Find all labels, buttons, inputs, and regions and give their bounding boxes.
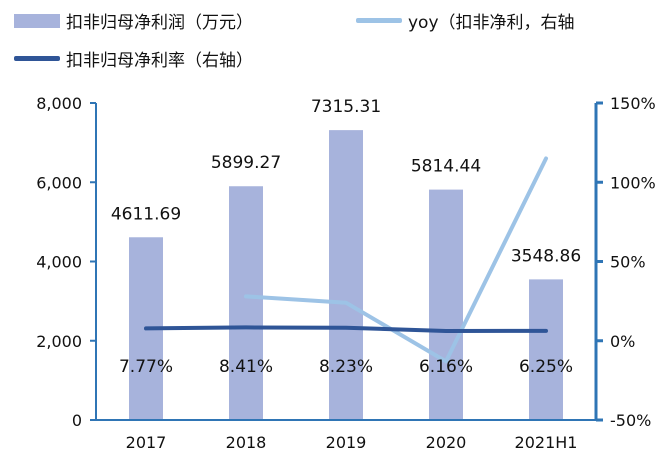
bar-value-label-2019: 7315.31 bbox=[311, 97, 381, 117]
legend-swatch-yoy bbox=[356, 18, 402, 23]
legend-swatch-margin bbox=[14, 56, 60, 61]
bar-value-label-2017: 4611.69 bbox=[111, 204, 181, 224]
legend-item-profit: 扣非归母净利润（万元） bbox=[14, 8, 253, 33]
left-axis-tick-label: 0 bbox=[72, 411, 82, 430]
x-axis-tick-label: 2019 bbox=[326, 433, 367, 452]
legend-label-profit: 扣非归母净利润（万元） bbox=[66, 13, 253, 33]
right-axis-tick-label: 150% bbox=[610, 94, 656, 113]
x-axis-tick-label: 2021H1 bbox=[515, 433, 578, 452]
right-axis-tick-label: -50% bbox=[610, 411, 651, 430]
margin-value-label-2021H1: 6.25% bbox=[519, 357, 573, 377]
yoy-line bbox=[244, 156, 548, 364]
legend-item-yoy: yoy（扣非净利，右轴 bbox=[356, 8, 575, 33]
margin-value-label-2017: 7.77% bbox=[119, 357, 173, 377]
legend-swatch-profit bbox=[14, 13, 60, 28]
left-axis-tick-label: 6,000 bbox=[36, 173, 82, 192]
bar-2018 bbox=[229, 186, 263, 420]
left-axis-tick-label: 4,000 bbox=[36, 253, 82, 272]
legend-item-margin: 扣非归母净利率（右轴） bbox=[14, 46, 253, 71]
right-axis-tick-label: 100% bbox=[610, 173, 656, 192]
bar-value-label-2018: 5899.27 bbox=[211, 153, 281, 173]
margin-value-label-2020: 6.16% bbox=[419, 357, 473, 377]
bar-2019 bbox=[329, 130, 363, 420]
legend-label-margin: 扣非归母净利率（右轴） bbox=[66, 51, 253, 71]
legend-label-yoy: yoy（扣非净利，右轴 bbox=[408, 13, 575, 33]
right-axis-tick-label: 0% bbox=[610, 332, 635, 351]
x-axis-tick-label: 2020 bbox=[426, 433, 467, 452]
left-axis-tick-label: 2,000 bbox=[36, 332, 82, 351]
bar-value-label-2021H1: 3548.86 bbox=[511, 246, 581, 266]
bar-2021H1 bbox=[529, 279, 563, 420]
left-axis-tick-label: 8,000 bbox=[36, 94, 82, 113]
bar-value-label-2020: 5814.44 bbox=[411, 157, 481, 177]
x-axis-tick-label: 2018 bbox=[226, 433, 267, 452]
margin-value-label-2018: 8.41% bbox=[219, 357, 273, 377]
bar-2020 bbox=[429, 189, 463, 420]
right-axis-tick-label: 50% bbox=[610, 253, 646, 272]
x-axis-tick-label: 2017 bbox=[126, 433, 167, 452]
margin-value-label-2019: 8.23% bbox=[319, 357, 373, 377]
